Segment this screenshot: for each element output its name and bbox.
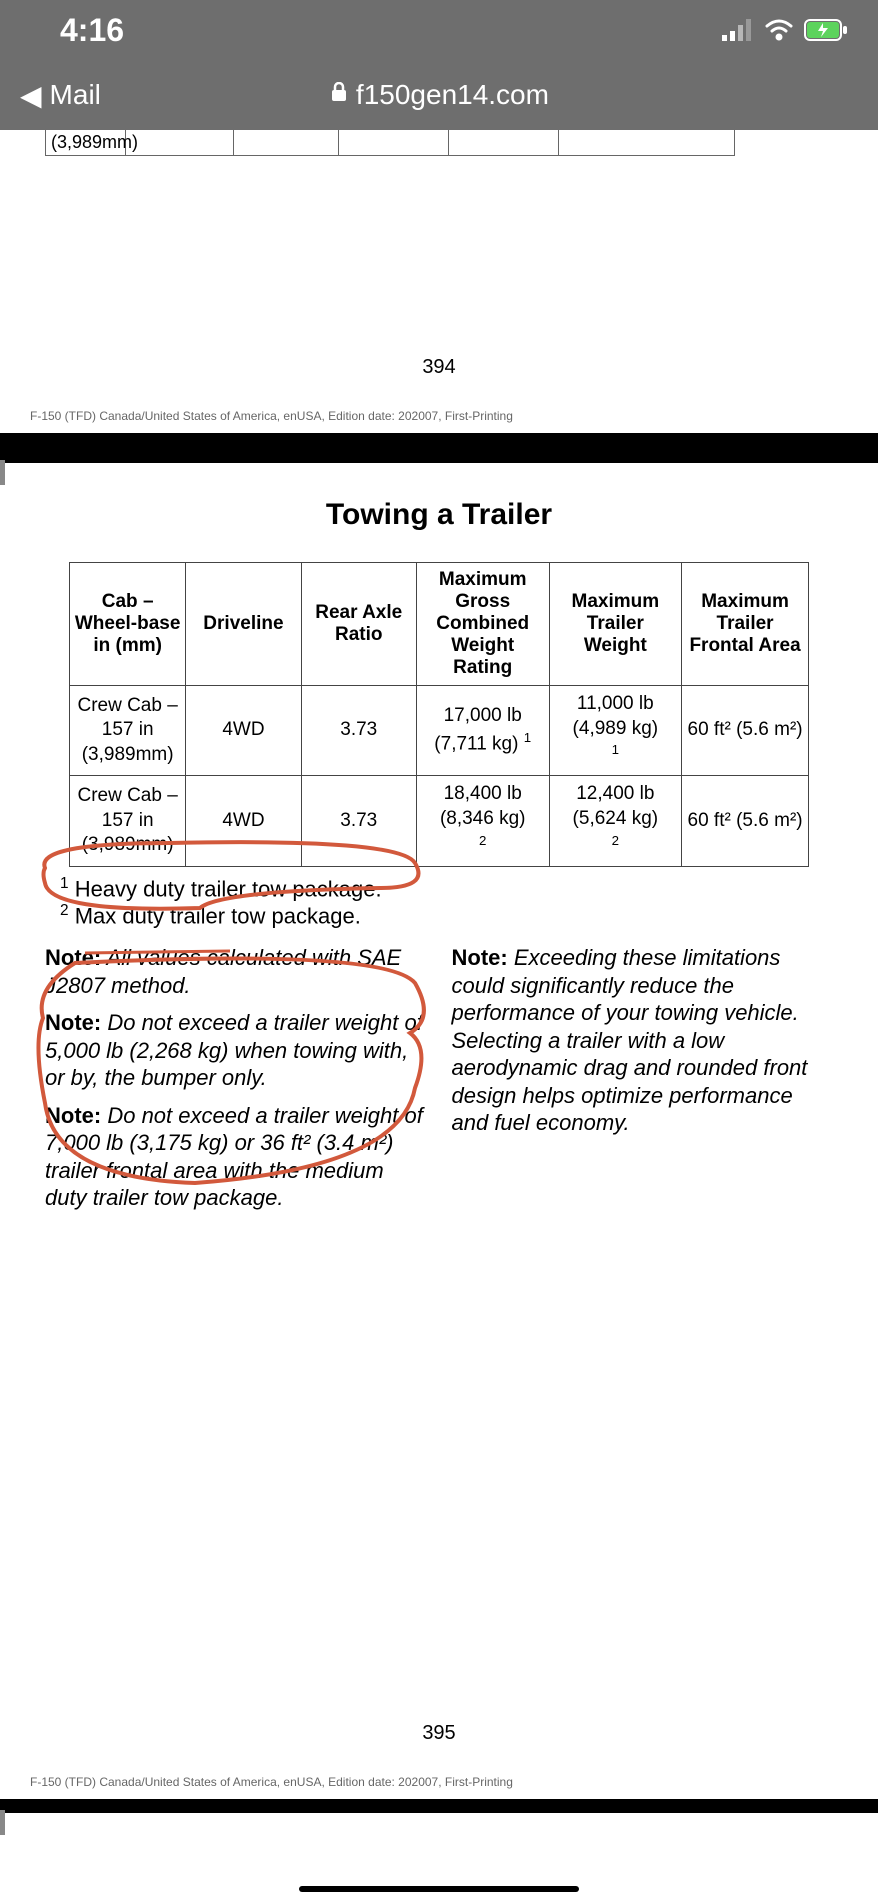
home-indicator[interactable]	[299, 1886, 579, 1892]
lock-icon	[330, 82, 348, 108]
table-row: Crew Cab – 157 in (3,989mm) 4WD 3.73 17,…	[70, 686, 809, 776]
status-time: 4:16	[30, 12, 124, 49]
header-ratio: Rear Axle Ratio	[301, 563, 416, 686]
document-footer: F-150 (TFD) Canada/United States of Amer…	[0, 1775, 878, 1799]
cell-trailer: 12,400 lb (5,624 kg)2	[549, 776, 682, 866]
page-divider-bottom	[0, 1799, 878, 1813]
cell-frontal: 60 ft² (5.6 m²)	[682, 776, 809, 866]
status-icons	[722, 12, 848, 49]
table-header-row: Cab – Wheel-base in (mm) Driveline Rear …	[70, 563, 809, 686]
fragment-cell-6	[559, 130, 734, 155]
fragment-table-row: (3,989mm)	[45, 130, 735, 156]
page-divider	[0, 433, 878, 463]
cell-driveline: 4WD	[186, 686, 301, 776]
cell-cab: Crew Cab – 157 in (3,989mm)	[70, 776, 186, 866]
note-3: Note: Do not exceed a trailer weight of …	[45, 1102, 427, 1212]
page-number: 395	[0, 1722, 878, 1745]
document-footer: F-150 (TFD) Canada/United States of Amer…	[0, 409, 878, 433]
back-to-mail-button[interactable]: ◀ Mail	[20, 79, 101, 112]
document-page-1: (3,989mm) 394 F-150 (TFD) Canada/United …	[0, 130, 878, 433]
table-row: Crew Cab – 157 in (3,989mm) 4WD 3.73 18,…	[70, 776, 809, 866]
document-page-2: Towing a Trailer Cab – Wheel-base in (mm…	[0, 498, 878, 1799]
wifi-icon	[764, 12, 794, 49]
page-number: 394	[0, 356, 878, 379]
cell-cab: Crew Cab – 157 in (3,989mm)	[70, 686, 186, 776]
fragment-cell-2	[126, 130, 234, 155]
chevron-left-icon: ◀	[20, 79, 42, 112]
note-2: Note: Do not exceed a trailer weight of …	[45, 1009, 427, 1092]
notes-right-column: Note: Exceeding these limitations could …	[452, 944, 834, 1222]
notes-left-column: Note: All values calculated with SAE J28…	[45, 944, 427, 1222]
url-display[interactable]: f150gen14.com	[101, 79, 778, 111]
header-cab: Cab – Wheel-base in (mm)	[70, 563, 186, 686]
cell-driveline: 4WD	[186, 776, 301, 866]
header-driveline: Driveline	[186, 563, 301, 686]
scrollbar-indicator-1	[0, 460, 5, 485]
section-title: Towing a Trailer	[0, 498, 878, 532]
cell-ratio: 3.73	[301, 686, 416, 776]
header-gcwr: Maximum Gross Combined Weight Rating	[416, 563, 549, 686]
browser-nav-bar: ◀ Mail f150gen14.com	[0, 60, 878, 130]
battery-charging-icon	[804, 18, 848, 42]
cellular-icon	[722, 12, 754, 49]
notes-section: Note: All values calculated with SAE J28…	[45, 944, 833, 1222]
cell-gcwr: 18,400 lb (8,346 kg)2	[416, 776, 549, 866]
cell-trailer: 11,000 lb (4,989 kg)1	[549, 686, 682, 776]
scrollbar-indicator-2	[0, 1810, 5, 1835]
cell-ratio: 3.73	[301, 776, 416, 866]
towing-table: Cab – Wheel-base in (mm) Driveline Rear …	[69, 562, 809, 867]
footnote-2: 2 Max duty trailer tow package.	[60, 902, 818, 929]
status-bar: 4:16	[0, 0, 878, 60]
fragment-cell-5	[449, 130, 559, 155]
note-4: Note: Exceeding these limitations could …	[452, 944, 834, 1137]
note-1: Note: All values calculated with SAE J28…	[45, 944, 427, 999]
back-label: Mail	[50, 79, 101, 111]
header-frontal: Maximum Trailer Frontal Area	[682, 563, 809, 686]
footnote-1: 1 Heavy duty trailer tow package.	[60, 875, 818, 902]
cell-gcwr: 17,000 lb (7,711 kg) 1	[416, 686, 549, 776]
fragment-cell-3	[234, 130, 339, 155]
url-text: f150gen14.com	[356, 79, 549, 111]
fragment-cell-4	[339, 130, 449, 155]
fragment-cell-1: (3,989mm)	[46, 130, 126, 155]
header-trailer-weight: Maximum Trailer Weight	[549, 563, 682, 686]
footnotes: 1 Heavy duty trailer tow package. 2 Max …	[60, 875, 818, 930]
cell-frontal: 60 ft² (5.6 m²)	[682, 686, 809, 776]
